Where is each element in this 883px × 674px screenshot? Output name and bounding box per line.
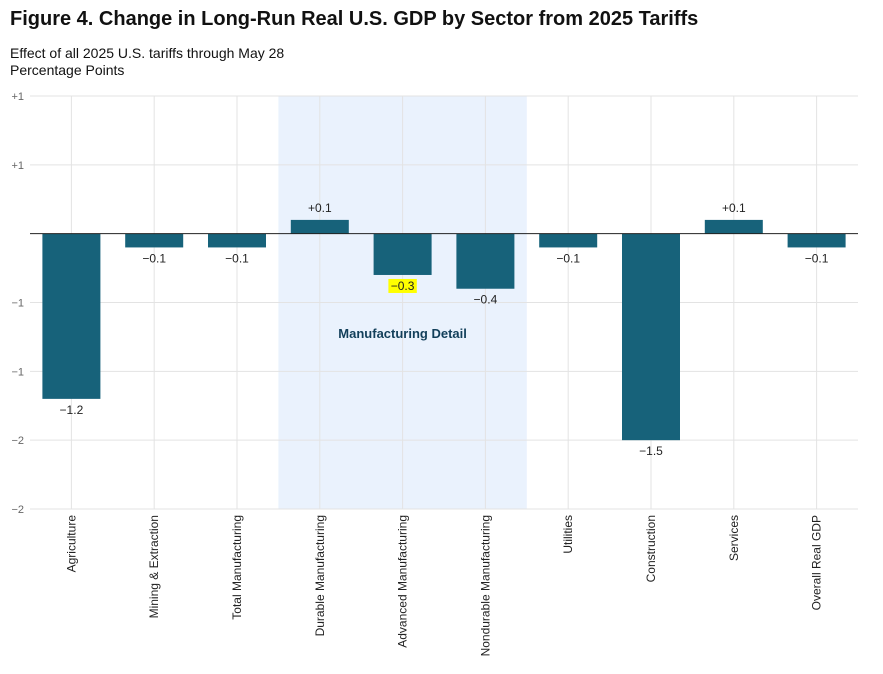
y-tick-label: +1 xyxy=(11,160,24,172)
data-label: +0.1 xyxy=(308,201,332,215)
category-label: Durable Manufacturing xyxy=(313,515,327,636)
data-label: −0.1 xyxy=(225,251,249,265)
data-label: −0.1 xyxy=(805,251,829,265)
category-label: Total Manufacturing xyxy=(230,515,244,620)
category-label: Agriculture xyxy=(64,515,78,573)
data-label: −0.1 xyxy=(142,251,166,265)
chart-title: Figure 4. Change in Long-Run Real U.S. G… xyxy=(10,8,699,30)
bar xyxy=(622,233,680,441)
y-tick-label: −1 xyxy=(11,298,24,310)
data-label: −0.3 xyxy=(391,279,415,293)
category-label: Overall Real GDP xyxy=(810,515,824,610)
chart-subtitle: Effect of all 2025 U.S. tariffs through … xyxy=(10,45,285,61)
data-label-highlight xyxy=(388,278,417,293)
y-tick-label: −2 xyxy=(11,435,24,447)
bar xyxy=(125,233,184,248)
data-label: −0.4 xyxy=(474,293,498,307)
data-label: −1.5 xyxy=(639,444,663,458)
unit-label: Percentage Points xyxy=(10,62,125,78)
category-label: Mining & Extraction xyxy=(147,515,161,618)
category-label: Services xyxy=(727,515,741,561)
bar xyxy=(42,233,101,399)
data-label: +0.1 xyxy=(722,201,746,215)
data-label: −1.2 xyxy=(60,403,84,417)
category-label: Construction xyxy=(644,515,658,582)
y-tick-label: −2 xyxy=(11,504,24,516)
category-label: Nondurable Manufacturing xyxy=(478,515,492,656)
bar xyxy=(456,233,515,289)
bar xyxy=(539,233,598,248)
y-tick-label: +1 xyxy=(11,91,24,103)
manufacturing-detail-label: Manufacturing Detail xyxy=(338,326,467,341)
bar xyxy=(208,233,266,248)
category-label: Advanced Manufacturing xyxy=(396,515,410,648)
bar xyxy=(290,219,349,234)
bar xyxy=(704,219,763,234)
category-label: Utilities xyxy=(561,515,575,554)
bar xyxy=(373,233,432,275)
data-label: −0.1 xyxy=(556,251,580,265)
y-tick-label: −1 xyxy=(11,366,24,378)
bar xyxy=(787,233,846,248)
